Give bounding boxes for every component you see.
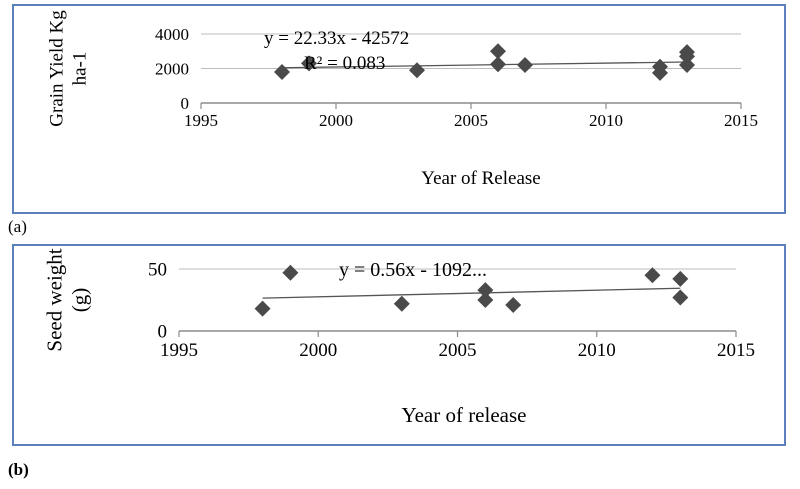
data-point <box>490 56 506 73</box>
chart-panel-b: 1995 2000 2005 2010 2015 0 50 Year of release Se… <box>12 244 786 446</box>
trendline-equation: y = 0.56x - 1092... <box>339 259 487 281</box>
y-axis-title: Seed weight (g) <box>43 248 92 351</box>
chart-panel-a: 1995 2000 2005 2010 2015 0 2000 4000 Year of Rel… <box>12 4 786 214</box>
x-tick-label: 1995 <box>184 111 218 130</box>
panel-label-a: (a) <box>8 217 27 236</box>
y-axis-title-line: ha-1 <box>70 52 91 86</box>
y-axis-title-line: Seed weight <box>43 248 67 351</box>
trendline <box>262 287 681 299</box>
x-tick-label: 2015 <box>724 111 758 130</box>
data-point <box>477 292 494 308</box>
data-point <box>274 63 290 80</box>
data-point <box>282 264 299 281</box>
x-tick-label: 2000 <box>319 111 353 130</box>
x-tick-label: 2005 <box>454 111 488 130</box>
y-axis-title: Grain Yield Kg ha-1 <box>47 10 91 127</box>
x-tick-label: 2010 <box>589 111 623 130</box>
x-tick-label: 2010 <box>578 340 616 361</box>
x-tick-label: 2000 <box>299 340 337 361</box>
r-squared-label: R² = 0.083 <box>304 53 385 74</box>
y-axis-title-line: Grain Yield Kg <box>47 10 68 127</box>
data-point <box>679 48 695 65</box>
x-tick-label: 1995 <box>160 340 198 361</box>
data-point <box>490 43 506 60</box>
data-point <box>301 55 317 72</box>
data-point <box>672 289 689 306</box>
trendline <box>281 61 688 69</box>
x-tick-label: 2005 <box>439 340 477 361</box>
data-point <box>652 64 668 81</box>
y-tick-label: 0 <box>181 94 190 113</box>
y-tick-label: 2000 <box>155 59 189 78</box>
y-tick-label: 0 <box>158 322 168 343</box>
data-point <box>679 57 695 74</box>
data-point <box>672 270 689 287</box>
y-tick-label: 4000 <box>155 25 189 44</box>
data-point <box>254 300 271 317</box>
data-point <box>393 295 410 312</box>
panel-label-b: (b) <box>8 460 29 479</box>
chart-b-svg: 1995 2000 2005 2010 2015 0 50 Year of release Se… <box>43 248 756 427</box>
x-axis-title: Year of Release <box>421 168 540 189</box>
data-point <box>477 282 494 299</box>
data-point <box>409 62 425 79</box>
x-axis-title: Year of release <box>402 403 527 427</box>
y-tick-label: 50 <box>148 260 167 281</box>
trendline-equation: y = 22.33x - 42572 <box>264 28 409 49</box>
data-point <box>505 296 522 313</box>
data-point <box>517 57 533 74</box>
x-tick-label: 2015 <box>717 340 755 361</box>
y-axis-title-line: (g) <box>68 288 92 313</box>
chart-a-svg: 1995 2000 2005 2010 2015 0 2000 4000 Year of Rel… <box>47 10 759 189</box>
data-point <box>644 267 661 284</box>
